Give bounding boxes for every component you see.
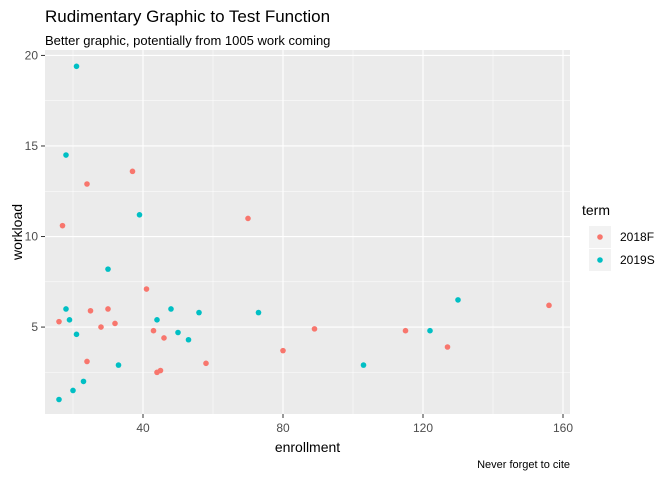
x-tick-label: 40 (136, 421, 150, 435)
point-2019S (115, 362, 122, 368)
point-2018F (129, 168, 136, 175)
point-2018F (444, 344, 451, 350)
data-points (56, 63, 552, 403)
point-2019S (455, 297, 461, 303)
point-2018F (143, 286, 150, 292)
point-2019S (154, 317, 160, 323)
point-2019S (427, 327, 433, 334)
point-2019S (360, 362, 367, 368)
point-2019S (56, 396, 62, 403)
y-tick-label: 5 (31, 320, 38, 334)
point-2019S (168, 306, 174, 312)
point-2018F (59, 222, 66, 229)
point-2018F (87, 307, 94, 314)
x-tick-label: 120 (413, 421, 433, 435)
x-axis: 40 80 120 160 (136, 414, 573, 435)
point-2018F (245, 215, 251, 222)
point-2019S (255, 309, 262, 316)
x-tick-label: 160 (553, 421, 573, 435)
grid-minor (45, 50, 570, 414)
chart-subtitle: Better graphic, potentially from 1005 wo… (45, 33, 331, 48)
point-2018F (56, 318, 62, 325)
point-2019S (73, 331, 80, 338)
point-2019S (105, 266, 111, 272)
point-2018F (311, 326, 318, 332)
point-2019S (175, 329, 181, 336)
y-axis: 5 10 15 20 (25, 48, 45, 334)
y-tick-label: 15 (25, 139, 39, 153)
point-2019S (185, 336, 192, 343)
point-2019S (196, 309, 202, 316)
point-2018F (112, 320, 118, 327)
point-2019S (73, 63, 80, 70)
legend-title: term (582, 202, 610, 218)
point-2018F (402, 327, 409, 334)
legend-key-point (597, 234, 603, 240)
plot-panel (45, 50, 570, 414)
legend-key-point (597, 257, 603, 263)
chart-caption: Never forget to cite (477, 459, 570, 471)
point-2018F (203, 360, 209, 367)
legend-label: 2018F (620, 230, 654, 244)
legend: term 2018F 2019S (582, 202, 655, 271)
point-2018F (546, 302, 552, 309)
x-axis-title: enrollment (275, 439, 340, 455)
point-2018F (84, 358, 90, 365)
point-2018F (161, 335, 167, 341)
point-2018F (105, 306, 111, 312)
point-2019S (136, 211, 143, 218)
point-2018F (280, 347, 286, 354)
point-2019S (66, 317, 73, 323)
point-2019S (80, 378, 87, 385)
point-2019S (63, 152, 69, 158)
y-axis-title: workload (9, 204, 25, 261)
y-tick-label: 10 (25, 230, 39, 244)
point-2019S (63, 306, 69, 312)
chart-title: Rudimentary Graphic to Test Function (45, 7, 331, 26)
x-tick-label: 80 (276, 421, 290, 435)
point-2018F (98, 324, 104, 330)
point-2018F (157, 367, 164, 374)
y-tick-label: 20 (25, 48, 39, 62)
point-2018F (150, 327, 157, 334)
legend-label: 2019S (620, 253, 655, 267)
point-2019S (70, 387, 76, 394)
point-2018F (84, 181, 90, 187)
